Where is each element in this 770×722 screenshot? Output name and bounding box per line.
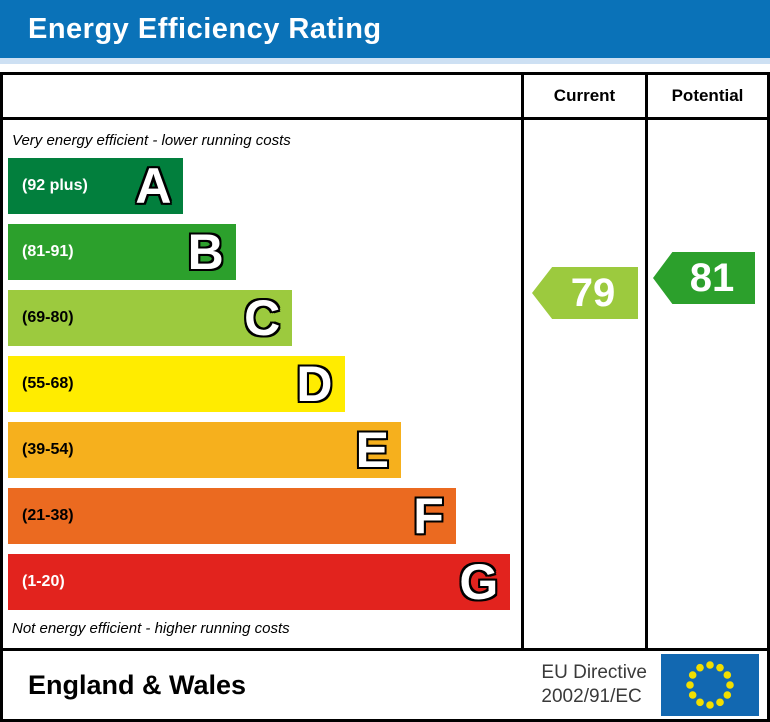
band-row: (21-38) F: [8, 488, 521, 544]
bands-area: Very energy efficient - lower running co…: [3, 120, 521, 648]
eu-directive-label: EU Directive 2002/91/EC: [541, 661, 647, 709]
rating-table: Current Potential Very energy efficient …: [0, 72, 770, 722]
band-row: (69-80) C: [8, 290, 521, 346]
band-letter: C: [244, 290, 281, 346]
footer-right-group: EU Directive 2002/91/EC: [541, 654, 759, 716]
title-bar-accent: [0, 58, 770, 64]
band-f: (21-38) F: [8, 488, 456, 544]
band-b: (81-91) B: [8, 224, 236, 280]
region-label: England & Wales: [28, 669, 247, 700]
band-range-label: (21-38): [22, 507, 74, 524]
band-letter: D: [296, 356, 333, 412]
page-title: Energy Efficiency Rating: [28, 12, 382, 45]
band-c: (69-80) C: [8, 290, 293, 346]
band-row: (55-68) D: [8, 356, 521, 412]
eu-directive-line2: 2002/91/EC: [541, 686, 642, 707]
band-list: (92 plus) A (81-91) B (69-80) C (55-68) D (39-54…: [8, 158, 521, 610]
band-letter: G: [459, 554, 499, 610]
footer: England & Wales EU Directive 2002/91/EC: [3, 648, 767, 719]
eu-directive-line1: EU Directive: [541, 662, 647, 684]
band-range-label: (1-20): [22, 573, 65, 590]
band-e: (39-54) E: [8, 422, 401, 478]
caption-top: Very energy efficient - lower running co…: [12, 132, 291, 149]
band-letter: E: [355, 422, 389, 478]
potential-rating-column: 81: [645, 120, 767, 648]
band-row: (39-54) E: [8, 422, 521, 478]
band-range-label: (55-68): [22, 375, 74, 392]
band-range-label: (69-80): [22, 309, 74, 326]
band-row: (1-20) G: [8, 554, 521, 610]
band-range-label: (81-91): [22, 243, 74, 260]
potential-rating-value: 81: [689, 256, 735, 300]
current-rating-column: 79: [521, 120, 645, 648]
band-row: (81-91) B: [8, 224, 521, 280]
caption-bottom: Not energy efficient - higher running co…: [12, 620, 290, 637]
title-bar: Energy Efficiency Rating: [0, 0, 770, 58]
potential-rating-arrow: 81: [653, 252, 755, 304]
band-letter: B: [187, 224, 224, 280]
band-g: (1-20) G: [8, 554, 511, 610]
band-range-label: (92 plus): [22, 177, 88, 194]
band-letter: F: [413, 488, 444, 544]
band-range-label: (39-54): [22, 441, 74, 458]
band-a: (92 plus) A: [8, 158, 184, 214]
band-letter: A: [135, 158, 172, 214]
band-d: (55-68) D: [8, 356, 345, 412]
column-header-current: Current: [521, 75, 645, 120]
header-spacer: [3, 75, 521, 120]
current-rating-arrow: 79: [532, 267, 638, 319]
band-row: (92 plus) A: [8, 158, 521, 214]
eu-flag-icon: [661, 654, 759, 716]
column-header-potential: Potential: [645, 75, 767, 120]
current-rating-value: 79: [570, 271, 616, 315]
